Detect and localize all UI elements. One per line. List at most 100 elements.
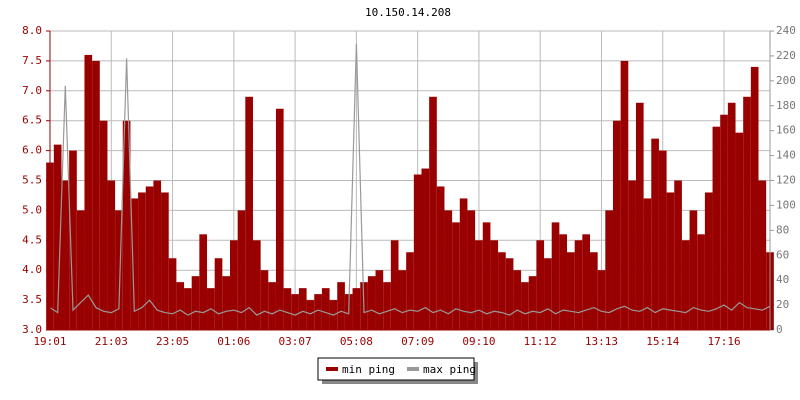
bar xyxy=(513,270,522,330)
x-tick-label: 09:10 xyxy=(462,335,495,348)
bar xyxy=(413,174,422,330)
x-tick-label: 23:05 xyxy=(156,335,189,348)
y2-tick-label: 220 xyxy=(776,49,796,62)
legend-label: min ping xyxy=(342,363,395,376)
y-tick-label: 8.0 xyxy=(22,24,42,37)
bar xyxy=(375,270,384,330)
bar xyxy=(658,150,667,330)
bar xyxy=(230,240,238,330)
x-tick-label: 05:08 xyxy=(340,335,373,348)
y2-tick-label: 120 xyxy=(776,174,796,187)
bar xyxy=(92,60,100,331)
bar xyxy=(467,210,476,330)
bar xyxy=(681,240,690,330)
bar xyxy=(398,270,407,330)
bar xyxy=(184,288,192,330)
bar xyxy=(628,180,636,330)
y-tick-label: 5.5 xyxy=(22,174,42,187)
bar xyxy=(697,234,705,330)
y-tick-label: 6.0 xyxy=(22,144,42,157)
bar xyxy=(421,168,430,330)
bar xyxy=(750,66,759,330)
chart-title: 10.150.14.208 xyxy=(365,6,451,19)
y2-tick-label: 0 xyxy=(776,323,783,336)
y-tick-label: 7.0 xyxy=(22,84,42,97)
bar xyxy=(704,192,713,330)
bar xyxy=(605,210,613,330)
bar xyxy=(176,282,185,330)
x-tick-label: 19:01 xyxy=(33,335,66,348)
y2-tick-label: 140 xyxy=(776,149,796,162)
y2-tick-label: 40 xyxy=(776,273,789,286)
bar xyxy=(191,276,200,330)
y2-tick-label: 20 xyxy=(776,298,789,311)
bar xyxy=(352,288,361,330)
bar xyxy=(53,144,62,330)
bar xyxy=(666,192,675,330)
bar xyxy=(84,54,93,331)
x-tick-label: 01:06 xyxy=(217,335,250,348)
bar xyxy=(720,114,728,330)
bar xyxy=(390,240,399,330)
legend-label: max ping xyxy=(423,363,476,376)
bar xyxy=(643,198,652,330)
bar xyxy=(298,288,307,330)
bar xyxy=(314,294,322,330)
legend-swatch xyxy=(406,367,419,371)
bar xyxy=(252,240,261,330)
y2-tick-label: 160 xyxy=(776,124,796,137)
bar xyxy=(130,198,139,330)
bar xyxy=(153,180,162,330)
bar xyxy=(245,96,253,330)
bar xyxy=(674,180,682,330)
legend-box xyxy=(317,357,475,381)
bar xyxy=(536,240,545,330)
y-tick-label: 6.5 xyxy=(22,114,42,127)
legend-swatch xyxy=(326,367,338,371)
bar xyxy=(452,222,460,330)
bar xyxy=(498,252,506,330)
bar xyxy=(528,276,537,330)
bar xyxy=(505,258,514,330)
bar xyxy=(115,210,123,330)
bar xyxy=(490,240,499,330)
bar xyxy=(559,234,568,330)
y2-tick-label: 80 xyxy=(776,223,789,236)
line xyxy=(49,43,771,316)
bar xyxy=(544,258,552,330)
bar xyxy=(567,252,575,330)
bar xyxy=(521,282,529,330)
bar xyxy=(635,102,644,330)
bar xyxy=(122,120,131,330)
bar xyxy=(283,288,292,330)
bar xyxy=(444,210,453,330)
bar xyxy=(620,60,629,331)
bar xyxy=(76,210,85,330)
bar xyxy=(429,96,437,330)
bar xyxy=(268,282,276,330)
y-tick-label: 7.5 xyxy=(22,54,42,67)
y-tick-label: 4.0 xyxy=(22,263,42,276)
bar xyxy=(337,282,345,330)
bar xyxy=(367,276,376,330)
bar xyxy=(145,186,154,330)
bar xyxy=(743,96,751,330)
x-tick-label: 15:14 xyxy=(646,335,679,348)
bar xyxy=(475,240,483,330)
x-tick-label: 03:07 xyxy=(279,335,312,348)
bar xyxy=(321,288,330,330)
bar xyxy=(61,180,70,330)
bar xyxy=(406,252,414,330)
bar xyxy=(758,180,767,330)
bar xyxy=(306,300,315,330)
x-tick-label: 17:16 xyxy=(707,335,740,348)
bar xyxy=(727,102,736,330)
y-tick-label: 3.0 xyxy=(22,323,42,336)
bar xyxy=(689,210,698,330)
y2-tick-label: 240 xyxy=(776,24,796,37)
y-tick-label: 4.5 xyxy=(22,233,42,246)
y2-tick-label: 200 xyxy=(776,74,796,87)
y2-tick-label: 180 xyxy=(776,99,796,112)
x-tick-label: 07:09 xyxy=(401,335,434,348)
